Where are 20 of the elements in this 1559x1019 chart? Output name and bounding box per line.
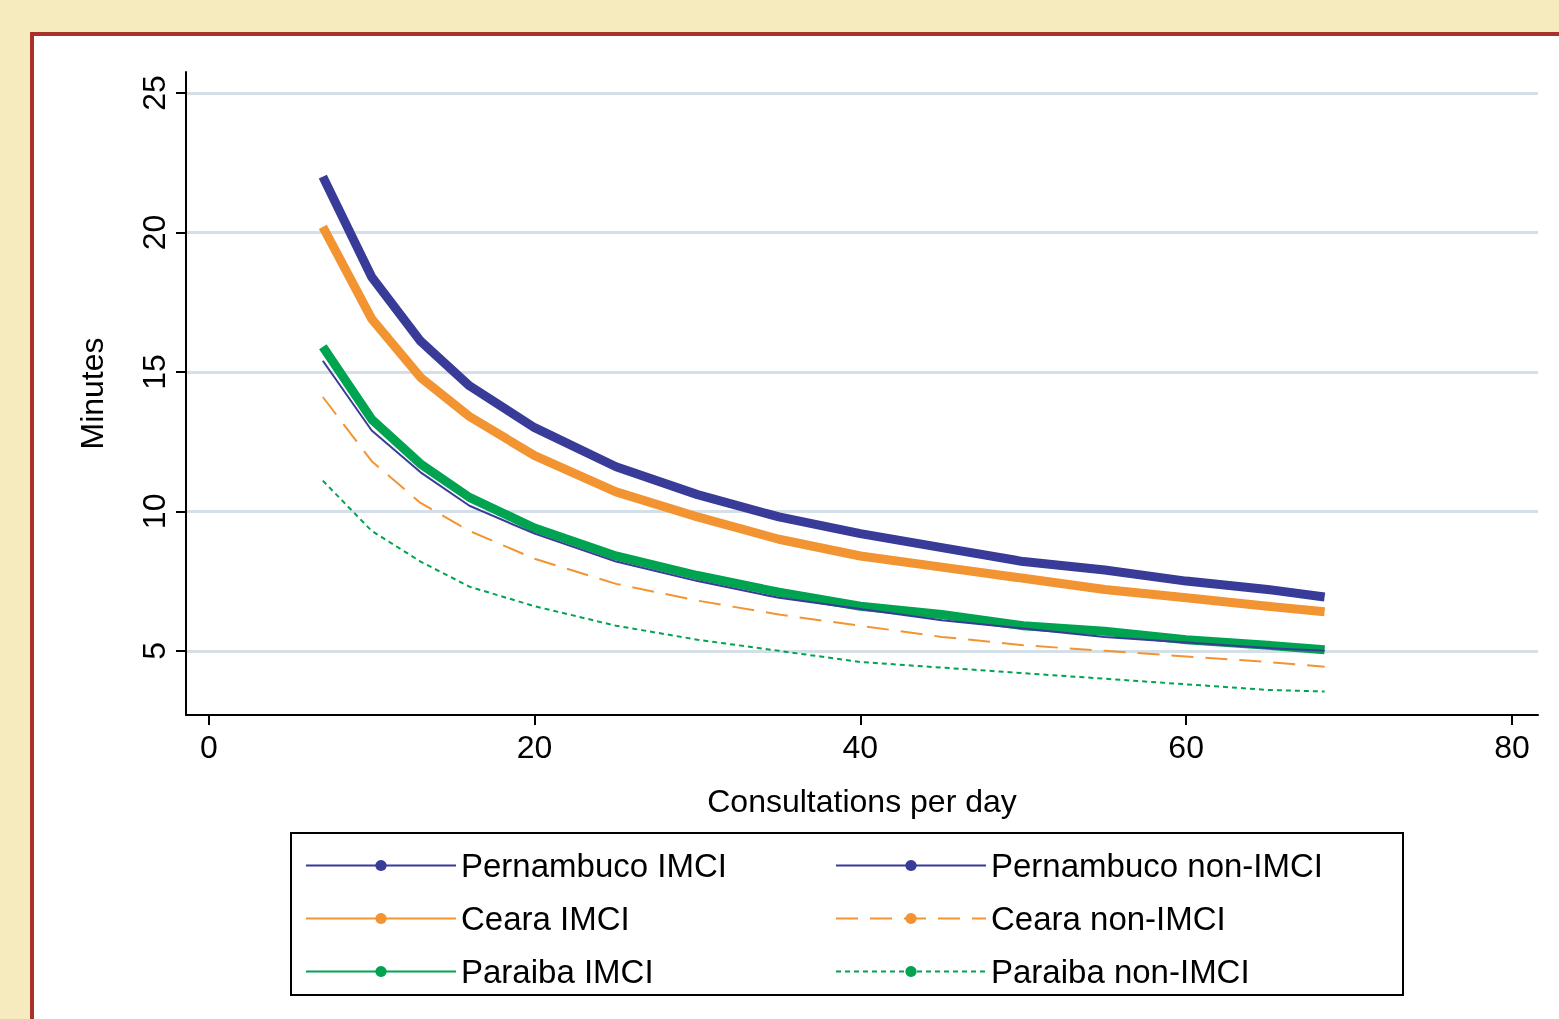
y-tick-label: 25 xyxy=(136,75,172,111)
x-tick-label: 80 xyxy=(1494,729,1530,765)
legend-label: Ceara non-IMCI xyxy=(991,900,1226,937)
y-tick-label: 5 xyxy=(136,641,172,660)
legend-label: Paraiba non-IMCI xyxy=(991,953,1250,990)
y-tick-label: 20 xyxy=(136,214,172,251)
x-tick-label: 60 xyxy=(1168,729,1204,765)
x-tick-label: 0 xyxy=(199,729,218,765)
legend-label: Paraiba IMCI xyxy=(461,953,654,990)
x-axis-title: Consultations per day xyxy=(707,783,1017,819)
y-tick-label: 15 xyxy=(136,354,172,390)
y-axis-title: Minutes xyxy=(74,337,110,450)
y-tick-label: 10 xyxy=(136,493,172,530)
x-tick-label: 20 xyxy=(516,729,553,765)
legend-label: Pernambuco IMCI xyxy=(461,847,727,884)
line-series xyxy=(321,479,1326,693)
line-series xyxy=(321,395,1326,668)
legend-label: Ceara IMCI xyxy=(461,900,630,937)
legend-label: Pernambuco non-IMCI xyxy=(991,847,1323,884)
x-tick-label: 40 xyxy=(842,729,879,765)
